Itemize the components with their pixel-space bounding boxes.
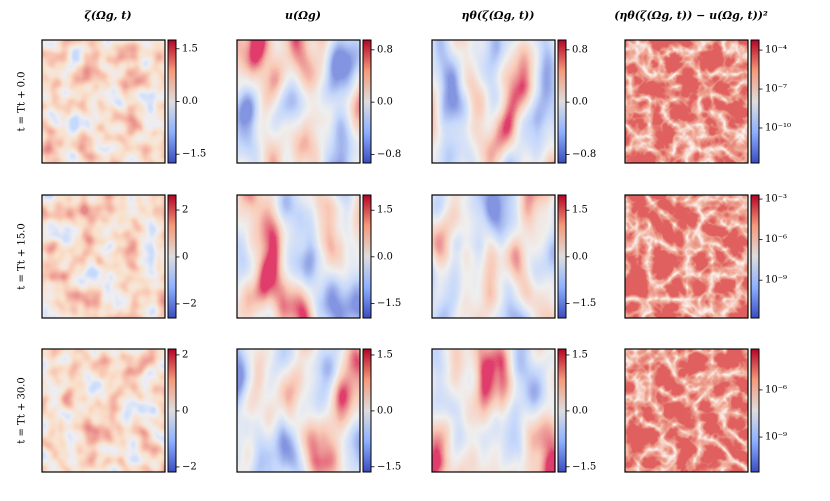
heatmap-panel: 10⁻³ 10⁻⁶ 10⁻⁹ — [624, 194, 787, 319]
colorbar — [167, 348, 177, 473]
heatmap — [42, 195, 165, 318]
colorbar-tick-label: −2 — [182, 298, 197, 309]
heatmap-panel: 0.8 0.0 −0.8 — [236, 39, 401, 164]
colorbar-tick-label: 1.5 — [377, 205, 393, 216]
row-label: t = Tt + 30.0 — [17, 377, 28, 443]
heatmap-frame — [431, 194, 556, 319]
heatmap — [237, 195, 360, 318]
colorbar-tick-label: 2 — [182, 205, 188, 216]
colorbar-tick-label: 0.0 — [377, 405, 393, 416]
heatmap-panel: 2 0 −2 — [41, 348, 197, 473]
colorbar-tick-label: −0.8 — [572, 149, 596, 160]
colorbar-tick-label: 0.0 — [377, 251, 393, 262]
colorbar-tick-label: 2 — [182, 349, 188, 360]
colorbar-tick-label: −2 — [182, 461, 197, 472]
colorbar-tick-label: 10⁻⁹ — [765, 275, 787, 286]
colorbar-tick-label: 10⁻¹⁰ — [765, 122, 791, 133]
colorbar — [362, 348, 372, 473]
heatmap-frame — [41, 348, 166, 473]
colorbar — [362, 194, 372, 319]
row-label: t = Tt + 0.0 — [17, 71, 28, 131]
column-title: ηθ(ζ(Ωg, t)) — [462, 9, 535, 22]
colorbar-tick-label: 0.0 — [572, 251, 588, 262]
colorbar-tick-label: −1.5 — [182, 149, 206, 160]
heatmap-panel: 0.8 0.0 −0.8 — [431, 39, 596, 164]
heatmap-panel: 1.5 0.0 −1.5 — [236, 348, 401, 473]
colorbar-tick-label: 10⁻⁷ — [765, 84, 787, 95]
heatmap — [237, 349, 360, 472]
heatmap-frame — [624, 194, 749, 319]
heatmap-frame — [41, 194, 166, 319]
colorbar-tick-label: 10⁻⁶ — [765, 234, 787, 245]
colorbar-tick-label: 10⁻⁴ — [765, 45, 787, 56]
colorbar-tick-label: 0.0 — [572, 405, 588, 416]
colorbar-tick-label: 10⁻⁹ — [765, 432, 787, 443]
colorbar — [750, 39, 760, 164]
colorbar-tick-label: −1.5 — [377, 461, 401, 472]
column-title: ζ(Ωg, t) — [84, 9, 131, 22]
heatmap — [625, 195, 748, 318]
colorbar — [557, 194, 567, 319]
colorbar-tick-label: 1.5 — [377, 349, 393, 360]
colorbar-tick-label: 10⁻³ — [765, 194, 787, 205]
colorbar-tick-label: −1.5 — [377, 298, 401, 309]
heatmap — [42, 349, 165, 472]
row-label: t = Tt + 15.0 — [17, 223, 28, 289]
colorbar-tick-label: 0.0 — [572, 97, 588, 108]
heatmap-frame — [431, 348, 556, 473]
heatmap-panel: 1.5 0.0 −1.5 — [41, 39, 206, 164]
colorbar — [750, 348, 760, 473]
heatmap — [625, 40, 748, 163]
column-title: u(Ωg) — [285, 9, 321, 22]
colorbar — [750, 194, 760, 319]
colorbar-tick-label: 0 — [182, 251, 188, 262]
heatmap-frame — [624, 39, 749, 164]
heatmap — [432, 40, 555, 163]
heatmap-frame — [236, 194, 361, 319]
colorbar-tick-label: 1.5 — [182, 43, 198, 54]
colorbar — [167, 194, 177, 319]
colorbar — [167, 39, 177, 164]
heatmap — [237, 40, 360, 163]
colorbar-tick-label: 0 — [182, 405, 188, 416]
colorbar — [557, 39, 567, 164]
heatmap — [432, 195, 555, 318]
colorbar-tick-label: 10⁻⁶ — [765, 384, 787, 395]
heatmap-frame — [236, 39, 361, 164]
heatmap-panel: 10⁻⁴ 10⁻⁷ 10⁻¹⁰ — [624, 39, 791, 164]
heatmap-frame — [41, 39, 166, 164]
colorbar-tick-label: −1.5 — [572, 461, 596, 472]
colorbar-tick-label: 0.0 — [182, 96, 198, 107]
colorbar-tick-label: 0.0 — [377, 97, 393, 108]
heatmap-panel: 10⁻⁶ 10⁻⁹ — [624, 348, 787, 473]
colorbar — [557, 348, 567, 473]
heatmap-panel: 1.5 0.0 −1.5 — [431, 348, 596, 473]
colorbar-tick-label: −1.5 — [572, 298, 596, 309]
heatmap — [432, 349, 555, 472]
heatmap — [625, 349, 748, 472]
heatmap-frame — [624, 348, 749, 473]
heatmap-panel: 1.5 0.0 −1.5 — [236, 194, 401, 319]
heatmap-frame — [431, 39, 556, 164]
column-title: (ηθ(ζ(Ωg, t)) − u(Ωg, t))² — [614, 9, 768, 22]
heatmap-panel: 1.5 0.0 −1.5 — [431, 194, 596, 319]
colorbar-tick-label: 0.8 — [377, 44, 393, 55]
heatmap-frame — [236, 348, 361, 473]
heatmap — [42, 40, 165, 163]
colorbar-tick-label: −0.8 — [377, 149, 401, 160]
colorbar — [362, 39, 372, 164]
heatmap-panel: 2 0 −2 — [41, 194, 197, 319]
colorbar-tick-label: 1.5 — [572, 205, 588, 216]
colorbar-tick-label: 0.8 — [572, 44, 588, 55]
colorbar-tick-label: 1.5 — [572, 349, 588, 360]
